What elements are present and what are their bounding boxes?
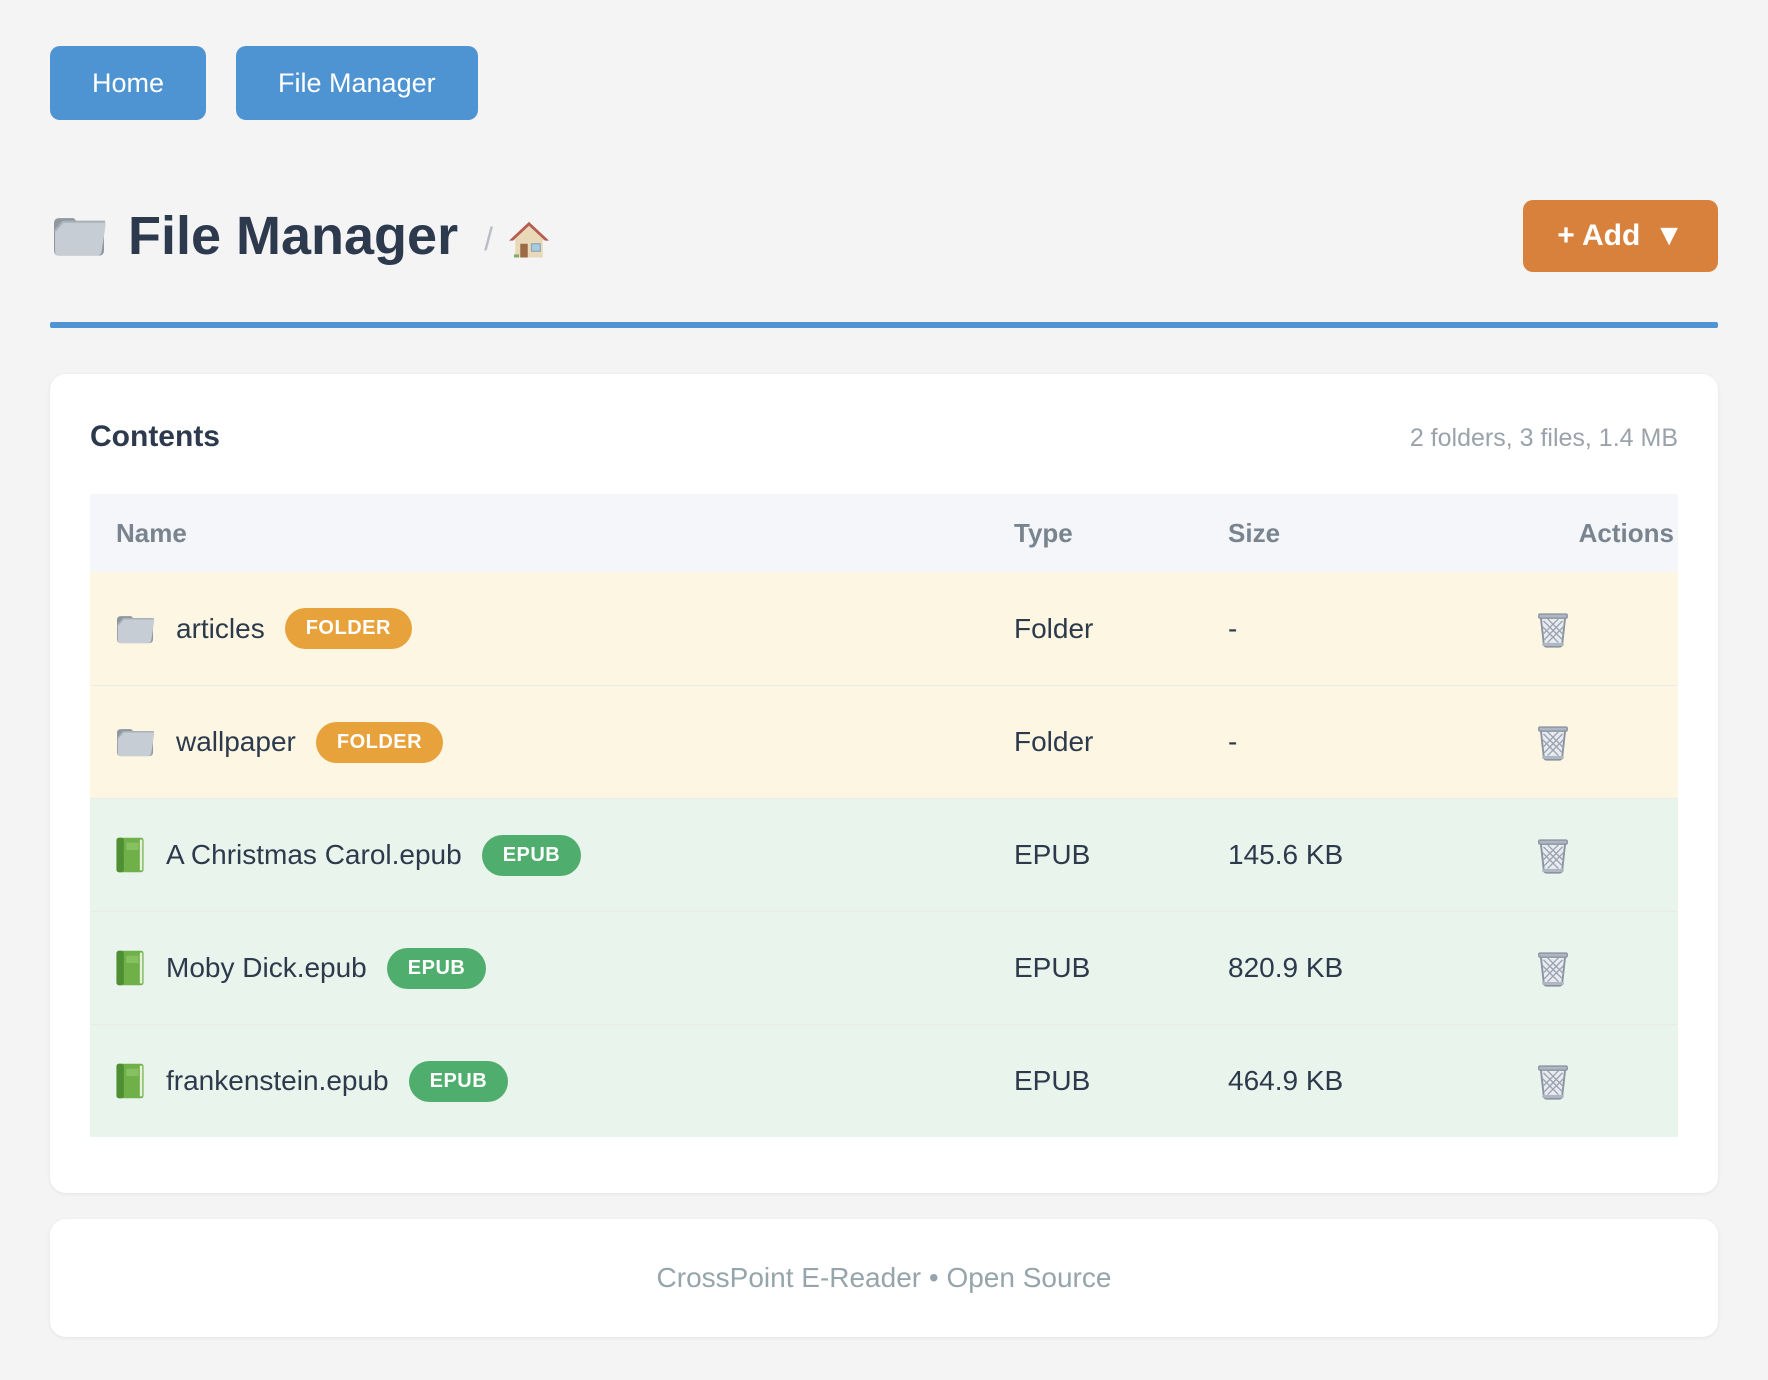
book-icon: [114, 948, 146, 988]
type-badge: EPUB: [408, 1060, 509, 1102]
table-row: articles FOLDER Folder -: [90, 572, 1678, 685]
table-header: Name Type Size Actions: [90, 494, 1678, 572]
file-name-link[interactable]: wallpaper: [176, 726, 296, 757]
top-nav: Home File Manager: [50, 46, 1718, 120]
type-badge: FOLDER: [315, 721, 444, 763]
table-row: wallpaper FOLDER Folder -: [90, 685, 1678, 798]
delete-button[interactable]: [1535, 836, 1571, 874]
file-type: EPUB: [1014, 839, 1091, 870]
home-icon[interactable]: [508, 221, 549, 259]
file-table: Name Type Size Actions: [90, 494, 1678, 1137]
file-name-link[interactable]: Moby Dick.epub: [166, 952, 367, 983]
column-header-type: Type: [1014, 517, 1073, 548]
add-button[interactable]: + Add ▼: [1523, 200, 1718, 272]
type-badge: EPUB: [386, 947, 487, 989]
title-divider: [50, 322, 1718, 328]
file-size: 464.9 KB: [1228, 1065, 1344, 1096]
table-row: frankenstein.epub EPUB EPUB 464.9 KB: [90, 1024, 1678, 1137]
page-title: File Manager: [128, 206, 459, 266]
file-type: EPUB: [1014, 952, 1091, 983]
caret-down-icon: ▼: [1654, 219, 1684, 252]
file-name-link[interactable]: articles: [176, 612, 265, 644]
page: Home File Manager File Manager /: [50, 46, 1718, 1337]
file-type: Folder: [1014, 726, 1094, 757]
footer-text: CrossPoint E-Reader • Open Source: [656, 1262, 1112, 1293]
delete-button[interactable]: [1535, 723, 1571, 761]
file-size: -: [1228, 726, 1238, 757]
wastebasket-icon: [1535, 723, 1571, 761]
breadcrumb-separator: /: [484, 220, 493, 257]
wastebasket-icon: [1535, 949, 1571, 987]
contents-summary: 2 folders, 3 files, 1.4 MB: [1409, 424, 1678, 452]
file-name-link[interactable]: A Christmas Carol.epub: [166, 839, 462, 870]
add-button-label: + Add: [1557, 219, 1641, 252]
table-row: A Christmas Carol.epub EPUB EPUB 145.6 K…: [90, 798, 1678, 911]
contents-title: Contents: [90, 420, 220, 453]
nav-home-button[interactable]: Home: [50, 46, 207, 120]
file-size: 820.9 KB: [1228, 952, 1344, 983]
nav-file-manager-button[interactable]: File Manager: [236, 46, 478, 120]
delete-button[interactable]: [1535, 610, 1571, 648]
wastebasket-icon: [1535, 836, 1571, 874]
book-icon: [114, 1061, 146, 1101]
wastebasket-icon: [1535, 1062, 1571, 1100]
file-type: EPUB: [1014, 1065, 1091, 1096]
folder-icon: [50, 211, 108, 261]
table-body: articles FOLDER Folder -: [90, 572, 1678, 1137]
book-icon: [114, 835, 146, 875]
column-header-name: Name: [116, 517, 187, 548]
column-header-size: Size: [1228, 517, 1281, 548]
delete-button[interactable]: [1535, 949, 1571, 987]
wastebasket-icon: [1535, 610, 1571, 648]
contents-card: Contents 2 folders, 3 files, 1.4 MB Name…: [50, 374, 1718, 1193]
file-name-link[interactable]: frankenstein.epub: [166, 1065, 389, 1096]
column-header-actions: Actions: [1578, 517, 1674, 548]
delete-button[interactable]: [1535, 1062, 1571, 1100]
file-size: 145.6 KB: [1228, 839, 1344, 870]
type-badge: FOLDER: [284, 608, 412, 649]
folder-row-icon: [114, 611, 156, 647]
table-row: Moby Dick.epub EPUB EPUB 820.9 KB: [90, 911, 1678, 1024]
file-size: -: [1228, 612, 1238, 644]
footer: CrossPoint E-Reader • Open Source: [50, 1219, 1718, 1337]
folder-row-icon: [114, 724, 156, 760]
file-type: Folder: [1014, 612, 1094, 644]
page-header: File Manager / + Add ▼: [50, 200, 1718, 272]
type-badge: EPUB: [481, 834, 582, 876]
